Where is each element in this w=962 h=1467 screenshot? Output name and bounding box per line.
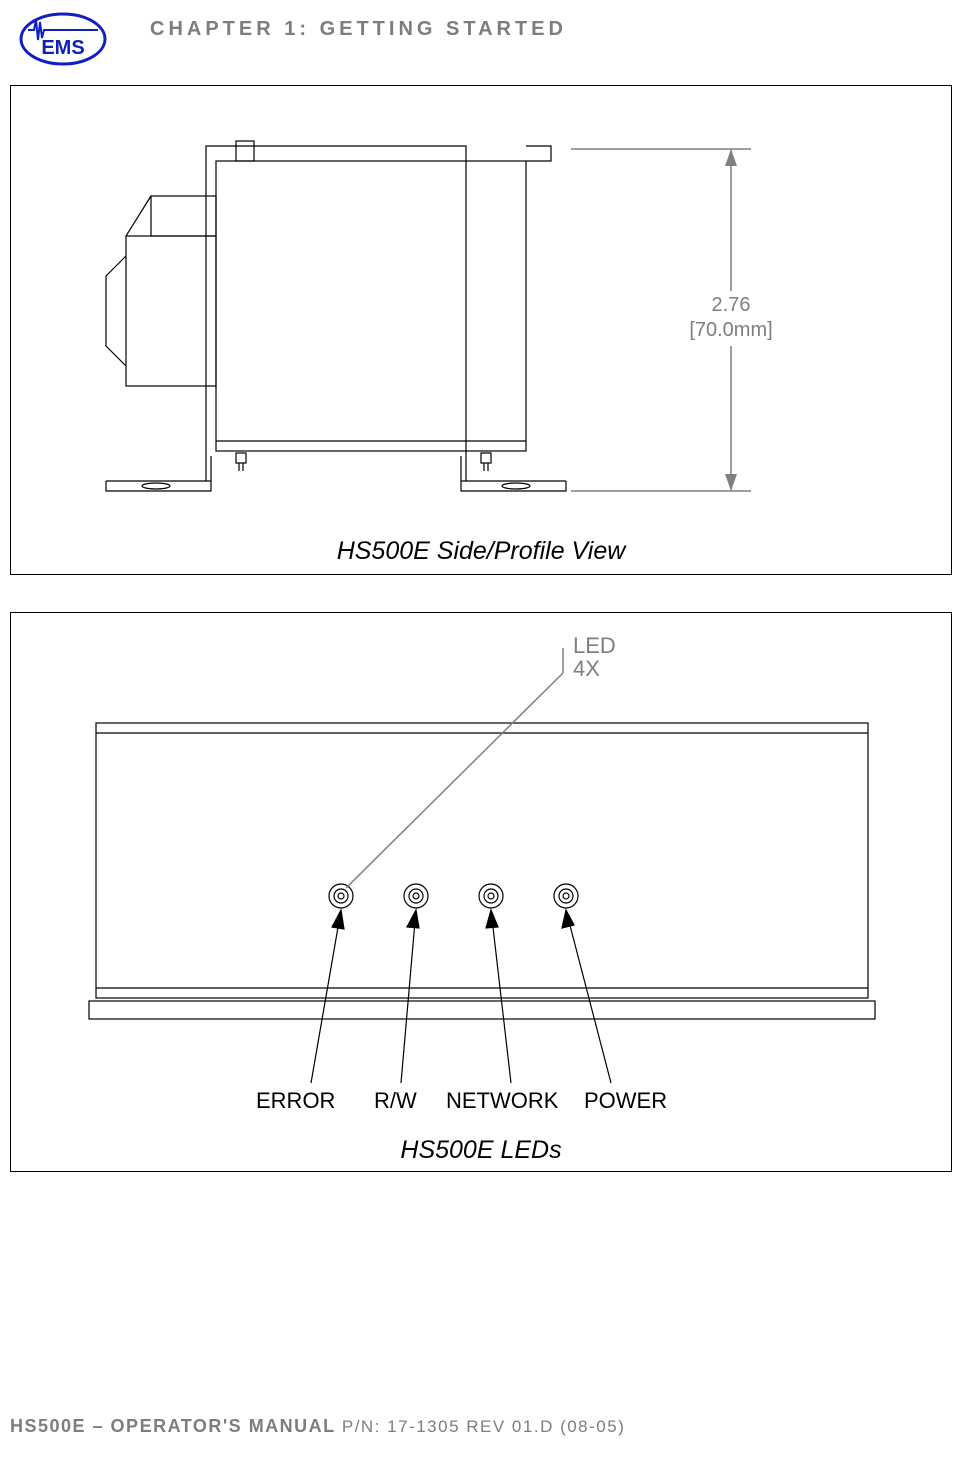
footer-product: HS500E – OPERATOR'S MANUAL xyxy=(10,1416,342,1436)
label-power: POWER xyxy=(584,1088,667,1113)
page-footer: HS500E – OPERATOR'S MANUAL P/N: 17-1305 … xyxy=(10,1416,625,1437)
chapter-title: CHAPTER 1: GETTING STARTED xyxy=(150,18,567,41)
callout-4x: 4X xyxy=(573,656,600,681)
footer-pn: P/N: 17-1305 REV 01.D (08-05) xyxy=(342,1417,626,1436)
dimension-mm: [70.0mm] xyxy=(689,319,772,341)
label-error: ERROR xyxy=(256,1088,335,1113)
page-header: EMS CHAPTER 1: GETTING STARTED xyxy=(0,10,962,70)
callout-led: LED xyxy=(573,633,616,658)
led-4 xyxy=(554,884,578,908)
dimension-inches: 2.76 xyxy=(712,294,751,316)
led-1 xyxy=(329,884,353,908)
label-rw: R/W xyxy=(374,1088,417,1113)
ems-logo: EMS xyxy=(18,12,108,67)
led-3 xyxy=(479,884,503,908)
figure2-caption: HS500E LEDs xyxy=(11,1136,951,1165)
label-network: NETWORK xyxy=(446,1088,559,1113)
figure1-caption: HS500E Side/Profile View xyxy=(11,537,951,566)
led-drawing: LED 4X ERROR R/W NETWORK POWER xyxy=(11,613,953,1138)
svg-text:EMS: EMS xyxy=(41,37,84,59)
side-view-drawing: 2.76 [70.0mm] xyxy=(11,86,953,541)
led-2 xyxy=(404,884,428,908)
figure-leds: LED 4X ERROR R/W NETWORK POWER HS500E LE… xyxy=(10,612,952,1172)
figure-side-view: 2.76 [70.0mm] HS500E Side/Profile View xyxy=(10,85,952,575)
